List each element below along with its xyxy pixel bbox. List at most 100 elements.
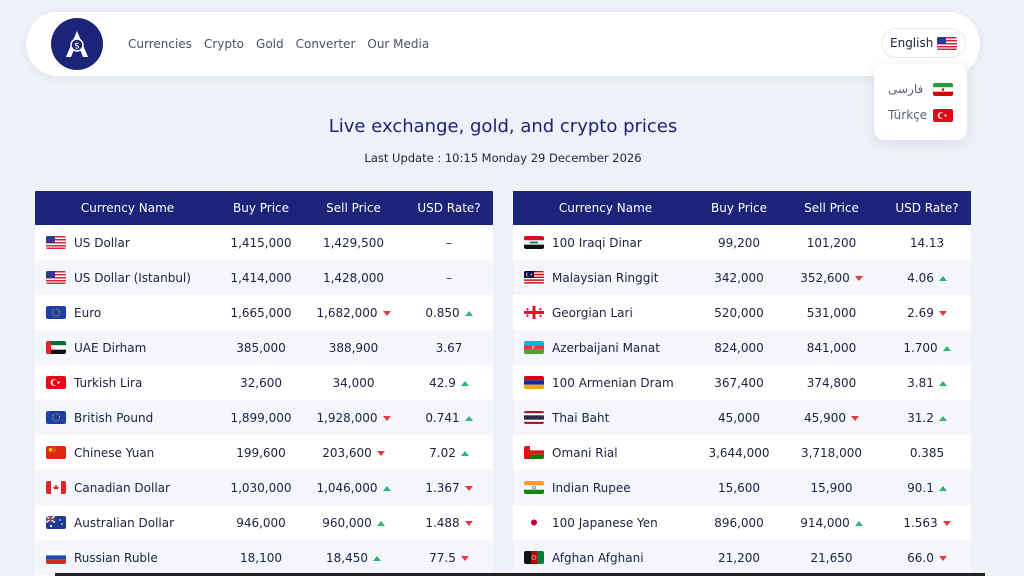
sell-price: 960,000	[322, 515, 372, 530]
usd-rate: 31.2	[907, 410, 934, 425]
header-usd-rate[interactable]: USD Rate?	[895, 201, 959, 215]
table-row[interactable]: Malaysian Ringgit 342,000 352,600 4.06	[513, 260, 971, 295]
sell-price-cell: 531,000	[780, 306, 883, 320]
trend-up-icon	[464, 415, 473, 421]
trend-down-icon	[464, 520, 473, 526]
language-current-label: English	[890, 36, 934, 50]
sell-price-cell: 374,800	[780, 376, 883, 390]
india-flag-icon	[524, 481, 544, 494]
language-option-turkish[interactable]: Türkçe	[888, 102, 953, 128]
nav-crypto[interactable]: Crypto	[203, 37, 245, 51]
usd-rate-cell: 31.2	[883, 411, 971, 425]
header-usd-rate[interactable]: USD Rate?	[417, 201, 481, 215]
sell-price: 352,600	[800, 270, 850, 285]
table-row[interactable]: British Pound 1,899,000 1,928,000 0.741	[35, 400, 493, 435]
table-row[interactable]: US Dollar (Istanbul) 1,414,000 1,428,000 –	[35, 260, 493, 295]
buy-price-cell: 367,400	[714, 375, 764, 390]
sell-price-cell: 34,000	[302, 376, 405, 390]
sell-price: 1,928,000	[316, 410, 378, 425]
us-flag-icon	[937, 36, 958, 50]
currency-name: Turkish Lira	[74, 375, 143, 390]
divider	[55, 573, 985, 576]
table-header: Currency Name Buy Price Sell Price USD R…	[35, 191, 493, 225]
trend-up-icon	[382, 485, 391, 491]
table-row[interactable]: Chinese Yuan 199,600 203,600 7.02	[35, 435, 493, 470]
trend-up-icon	[464, 310, 473, 316]
table-row[interactable]: Euro 1,665,000 1,682,000 0.850	[35, 295, 493, 330]
usd-rate: 7.02	[429, 445, 456, 460]
currency-name-cell: Canadian Dollar	[35, 481, 220, 495]
buy-price-cell: 32,600	[240, 375, 282, 390]
language-option-persian[interactable]: فارسی	[888, 76, 953, 102]
sell-price: 34,000	[332, 375, 375, 390]
usd-rate-cell: 66.0	[883, 551, 971, 565]
sell-price-cell: 1,429,500	[302, 236, 405, 250]
buy-price-cell: 21,200	[718, 550, 760, 565]
usd-rate: 1.488	[425, 515, 460, 530]
header-sell-price: Sell Price	[326, 201, 381, 215]
usd-rate: 0.385	[909, 445, 945, 460]
sell-price-cell: 960,000	[302, 516, 405, 530]
eu-flag-icon	[46, 411, 66, 424]
language-option-label: Türkçe	[888, 108, 928, 122]
currency-name: Canadian Dollar	[74, 480, 170, 495]
nav-gold[interactable]: Gold	[256, 37, 284, 51]
buy-price-cell: 18,100	[240, 550, 282, 565]
sell-price-cell: 841,000	[780, 341, 883, 355]
page-title: Live exchange, gold, and crypto prices	[328, 116, 678, 137]
table-row[interactable]: Omani Rial 3,644,000 3,718,000 0.385	[513, 435, 971, 470]
sell-price-cell: 388,900	[302, 341, 405, 355]
currency-name-cell: US Dollar (Istanbul)	[35, 271, 220, 285]
sell-price-cell: 914,000	[780, 516, 883, 530]
table-row[interactable]: Russian Ruble 18,100 18,450 77.5	[35, 540, 493, 575]
table-header: Currency Name Buy Price Sell Price USD R…	[513, 191, 971, 225]
table-row[interactable]: Australian Dollar 946,000 960,000 1.488	[35, 505, 493, 540]
usd-rate: 4.06	[907, 270, 934, 285]
usd-rate-cell: 90.1	[883, 481, 971, 495]
table-row[interactable]: US Dollar 1,415,000 1,429,500 –	[35, 225, 493, 260]
top-navbar: $ Currencies Crypto Gold Converter Our M…	[26, 12, 980, 76]
site-logo[interactable]: $	[51, 18, 103, 70]
table-row[interactable]: Afghan Afghani 21,200 21,650 66.0	[513, 540, 971, 575]
currency-name-cell: 100 Armenian Dram	[513, 376, 698, 390]
currency-name-cell: 100 Japanese Yen	[513, 516, 698, 530]
table-row[interactable]: Thai Baht 45,000 45,900 31.2	[513, 400, 971, 435]
georgia-flag-icon	[524, 306, 544, 319]
usd-rate: 3.67	[435, 340, 463, 355]
sell-price-cell: 3,718,000	[780, 446, 883, 460]
table-row[interactable]: Turkish Lira 32,600 34,000 42.9	[35, 365, 493, 400]
sell-price-cell: 15,900	[780, 481, 883, 495]
table-row[interactable]: 100 Armenian Dram 367,400 374,800 3.81	[513, 365, 971, 400]
table-row[interactable]: 100 Japanese Yen 896,000 914,000 1.563	[513, 505, 971, 540]
afghanistan-flag-icon	[524, 551, 544, 564]
table-row[interactable]: Azerbaijani Manat 824,000 841,000 1.700	[513, 330, 971, 365]
currency-name: Euro	[74, 305, 102, 320]
table-row[interactable]: 100 Iraqi Dinar 99,200 101,200 14.13	[513, 225, 971, 260]
trend-down-icon	[942, 520, 951, 526]
last-update-text: Last Update : 10:15 Monday 29 December 2…	[364, 151, 642, 165]
currency-name-cell: Turkish Lira	[35, 376, 220, 390]
eu-flag-icon	[46, 306, 66, 319]
table-row[interactable]: Indian Rupee 15,600 15,900 90.1	[513, 470, 971, 505]
azerbaijan-flag-icon	[524, 341, 544, 354]
table-row[interactable]: Georgian Lari 520,000 531,000 2.69	[513, 295, 971, 330]
iran-flag-icon	[933, 82, 953, 96]
table-row[interactable]: Canadian Dollar 1,030,000 1,046,000 1.367	[35, 470, 493, 505]
usd-rate-cell: –	[405, 236, 493, 250]
usd-rate-cell: 7.02	[405, 446, 493, 460]
table-row[interactable]: UAE Dirham 385,000 388,900 3.67	[35, 330, 493, 365]
sell-price-cell: 18,450	[302, 551, 405, 565]
buy-price-cell: 946,000	[236, 515, 286, 530]
buy-price-cell: 896,000	[714, 515, 764, 530]
china-flag-icon	[46, 446, 66, 459]
nav-our-media[interactable]: Our Media	[367, 37, 430, 51]
language-selector[interactable]: English	[881, 28, 967, 58]
usd-rate-cell: 1.367	[405, 481, 493, 495]
nav-converter[interactable]: Converter	[295, 37, 356, 51]
sell-price-cell: 45,900	[780, 411, 883, 425]
nav-currencies[interactable]: Currencies	[128, 37, 192, 51]
sell-price: 203,600	[322, 445, 372, 460]
usd-rate-cell: 1.488	[405, 516, 493, 530]
usd-rate-cell: 14.13	[883, 236, 971, 250]
buy-price-cell: 1,030,000	[230, 480, 292, 495]
